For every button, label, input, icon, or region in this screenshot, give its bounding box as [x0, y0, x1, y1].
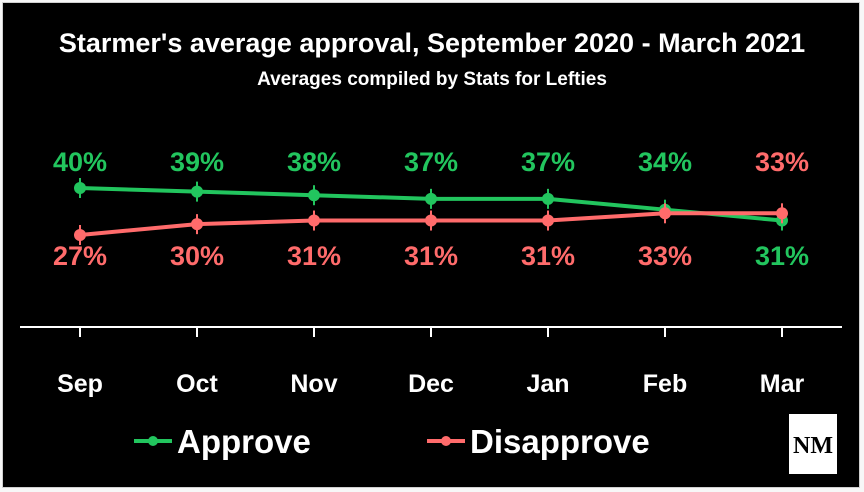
data-label-disapprove: 31%: [404, 241, 458, 271]
data-label-approve: 37%: [404, 147, 458, 177]
legend: Approve Disapprove: [134, 423, 650, 460]
data-point-disapprove: [542, 214, 554, 227]
data-point-disapprove: [776, 207, 788, 220]
data-label-approve: 37%: [521, 147, 575, 177]
data-label-approve: 34%: [638, 147, 692, 177]
x-tick-label: Dec: [408, 370, 454, 398]
data-labels: 40% 27% 39% 30% 38% 31% 37% 31% 37% 31% 34% 33% 33% 3…: [53, 147, 809, 271]
series-markers: [74, 178, 788, 245]
data-point-disapprove: [191, 218, 203, 231]
data-label-approve: 31%: [755, 241, 809, 271]
logo-text: NM: [793, 433, 833, 459]
x-tick-label: Jan: [526, 370, 569, 398]
data-point-disapprove: [425, 214, 437, 227]
data-point-approve: [308, 189, 320, 202]
data-label-approve: 39%: [170, 147, 224, 177]
data-label-disapprove: 31%: [287, 241, 341, 271]
legend-disapprove-marker: [441, 436, 451, 446]
legend-disapprove-label: Disapprove: [470, 423, 650, 460]
data-point-approve: [425, 192, 437, 205]
data-point-disapprove: [74, 229, 86, 241]
data-label-disapprove: 33%: [638, 241, 692, 271]
x-tick-label: Feb: [643, 370, 687, 398]
x-axis-ticks: Sep Oct Nov Dec Jan Feb Mar: [57, 327, 804, 398]
x-tick-label: Mar: [760, 370, 805, 398]
data-point-approve: [542, 192, 554, 205]
x-tick-label: Oct: [176, 370, 218, 398]
data-label-disapprove: 33%: [755, 147, 809, 177]
chart-title: Starmer's average approval, September 20…: [59, 28, 805, 58]
data-point-approve: [74, 182, 86, 194]
nm-logo-icon: NM: [789, 414, 837, 474]
legend-item-disapprove: Disapprove: [427, 423, 650, 460]
legend-approve-label: Approve: [177, 423, 311, 460]
data-label-approve: 38%: [287, 147, 341, 177]
data-label-disapprove: 27%: [53, 241, 107, 271]
logo-background: [789, 414, 837, 474]
data-label-disapprove: 31%: [521, 241, 575, 271]
data-point-approve: [191, 185, 203, 198]
data-point-disapprove: [659, 207, 671, 220]
data-point-disapprove: [308, 214, 320, 227]
data-label-disapprove: 30%: [170, 241, 224, 271]
x-tick-label: Sep: [57, 370, 103, 398]
data-label-approve: 40%: [53, 147, 107, 177]
legend-item-approve: Approve: [134, 423, 311, 460]
x-tick-label: Nov: [290, 370, 337, 398]
legend-approve-marker: [148, 436, 158, 446]
chart-subtitle: Averages compiled by Stats for Lefties: [257, 69, 607, 90]
